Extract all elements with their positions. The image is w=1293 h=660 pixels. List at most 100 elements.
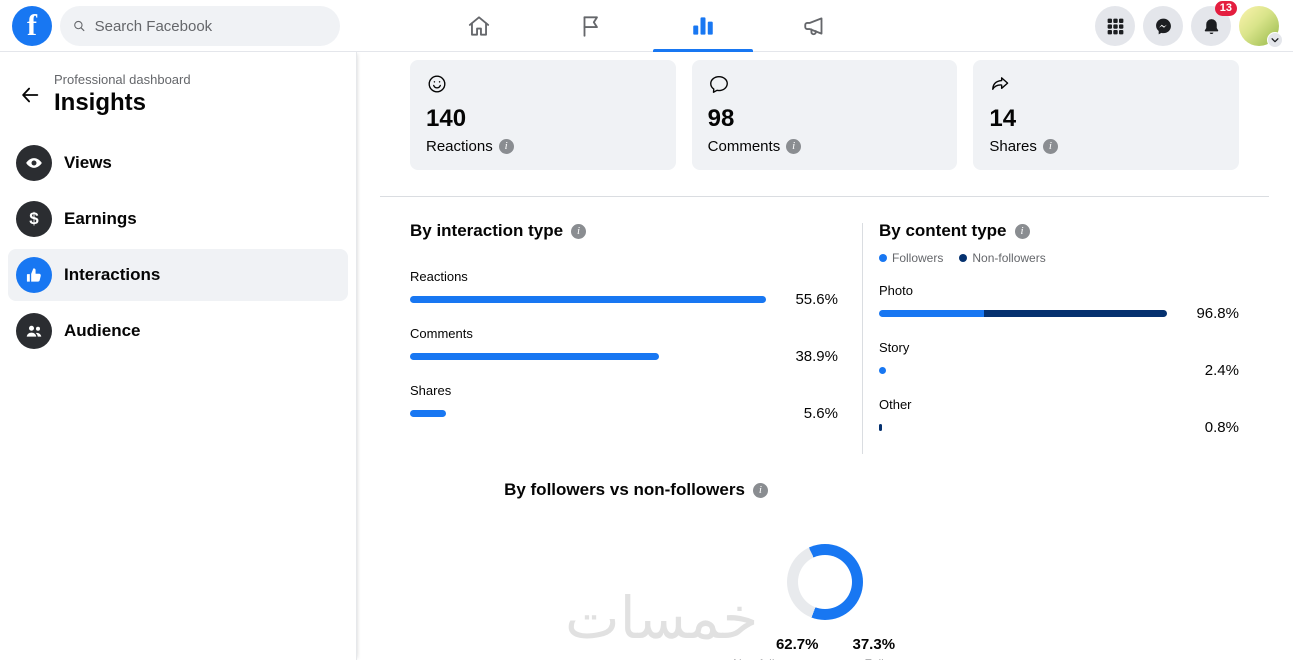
search-bar[interactable] xyxy=(60,6,340,46)
stat-value: 14 xyxy=(989,105,1017,132)
interaction-type-section: By interaction type Reactions 55.6% Comm… xyxy=(410,221,862,454)
notifications-button[interactable]: 13 xyxy=(1191,1,1237,46)
section-divider xyxy=(380,196,1269,197)
stacked-bar xyxy=(879,367,1167,374)
content-type-legend: Followers Non-followers xyxy=(879,251,1239,265)
followers-stat: 37.3% Followers xyxy=(853,636,916,660)
bar-fill xyxy=(410,296,766,303)
bar-value: 2.4% xyxy=(1204,362,1239,379)
bar-row-comments: Comments 38.9% xyxy=(410,326,838,365)
tab-insights[interactable] xyxy=(647,0,759,52)
bell-icon xyxy=(1204,18,1218,34)
split-value: 62.7% xyxy=(775,636,819,653)
main-content: 140 Reactions 98 Comments 14 Shares xyxy=(357,52,1293,660)
thumbs-up-icon xyxy=(16,257,52,293)
section-title: By interaction type xyxy=(410,221,564,240)
bar-row-story: Story 2.4% xyxy=(879,340,1239,379)
notification-badge: 13 xyxy=(1214,1,1237,16)
sidebar-item-label: Views xyxy=(64,153,112,172)
info-icon[interactable] xyxy=(571,223,587,239)
column-divider xyxy=(862,223,863,454)
dollar-icon: $ xyxy=(16,201,52,237)
info-icon[interactable] xyxy=(1014,223,1030,239)
stat-label: Reactions xyxy=(426,138,493,155)
bar-label: Story xyxy=(879,340,910,355)
followers-donut-chart xyxy=(786,544,863,620)
bar-row-reactions: Reactions 55.6% xyxy=(410,269,838,308)
bar-chart-icon xyxy=(692,17,713,35)
bar-row-photo: Photo 96.8% xyxy=(879,283,1239,322)
split-label: Non-followers xyxy=(733,657,806,660)
tab-pages[interactable] xyxy=(535,0,647,52)
search-icon xyxy=(74,20,85,32)
section-title: By content type xyxy=(879,221,1007,240)
bar-label: Comments xyxy=(410,326,473,341)
legend-label: Non-followers xyxy=(972,251,1046,265)
stat-value: 98 xyxy=(707,105,735,132)
stat-card-reactions: 140 Reactions xyxy=(410,60,676,170)
home-icon xyxy=(468,16,489,36)
arrow-left-icon xyxy=(22,87,39,102)
bar-value: 5.6% xyxy=(803,405,838,422)
sidebar-item-interactions[interactable]: Interactions xyxy=(8,249,348,301)
apps-menu-button[interactable] xyxy=(1095,6,1135,46)
apps-grid-icon xyxy=(1107,18,1123,34)
bar-row-other: Other 0.8% xyxy=(879,397,1239,436)
megaphone-icon xyxy=(803,17,822,36)
sidebar: Professional dashboard Insights Views $ … xyxy=(0,52,357,660)
stat-card-shares: 14 Shares xyxy=(973,60,1240,170)
stat-label: Shares xyxy=(989,138,1037,155)
messenger-icon xyxy=(1155,18,1171,34)
bar-fill xyxy=(410,410,446,417)
split-label: Followers xyxy=(865,657,916,660)
info-icon[interactable] xyxy=(1042,139,1058,154)
stats-row: 140 Reactions 98 Comments 14 Shares xyxy=(410,60,1240,170)
people-icon xyxy=(16,313,52,349)
non-followers-dot xyxy=(959,254,968,262)
sidebar-item-views[interactable]: Views xyxy=(8,137,348,189)
topbar: f xyxy=(0,0,1293,52)
bar-label: Photo xyxy=(879,283,913,298)
topbar-tabs xyxy=(423,0,871,52)
tab-home[interactable] xyxy=(423,0,535,52)
sidebar-nav: Views $ Earnings Interactions xyxy=(0,127,356,371)
messenger-button[interactable] xyxy=(1143,6,1183,46)
followers-split-section: By followers vs non-followers 62.7% Non-… xyxy=(410,480,1239,660)
split-value: 37.3% xyxy=(852,636,896,653)
search-input[interactable] xyxy=(94,17,328,35)
bar-label: Other xyxy=(879,397,912,412)
legend-label: Followers xyxy=(892,251,944,265)
followers-dot xyxy=(879,254,887,262)
bar-fill xyxy=(410,353,660,360)
bar-value: 38.9% xyxy=(795,348,838,365)
bar-label: Shares xyxy=(410,383,452,398)
stat-label: Comments xyxy=(707,138,781,155)
bar-row-shares: Shares 5.6% xyxy=(410,383,838,422)
tab-ads[interactable] xyxy=(759,0,871,52)
sidebar-item-label: Audience xyxy=(64,321,141,340)
reaction-icon xyxy=(428,75,446,93)
section-title: By followers vs non-followers xyxy=(504,480,745,499)
sidebar-item-earnings[interactable]: $ Earnings xyxy=(8,193,348,245)
page-title: Insights xyxy=(54,89,147,116)
stat-value: 140 xyxy=(426,105,467,132)
sidebar-item-label: Interactions xyxy=(64,265,161,284)
sidebar-item-audience[interactable]: Audience xyxy=(8,305,348,357)
non-followers-stat: 62.7% Non-followers xyxy=(733,636,818,660)
back-button[interactable] xyxy=(12,77,48,113)
bar-value: 96.8% xyxy=(1196,305,1239,322)
info-icon[interactable] xyxy=(786,139,802,154)
chevron-down-icon xyxy=(1267,32,1283,48)
profile-avatar[interactable] xyxy=(1239,6,1283,48)
content-type-section: By content type Followers Non-followers … xyxy=(863,221,1239,454)
info-icon[interactable] xyxy=(498,139,514,154)
info-icon[interactable] xyxy=(752,482,768,498)
share-icon xyxy=(992,77,1009,90)
sidebar-item-label: Earnings xyxy=(64,209,137,228)
comment-icon xyxy=(709,75,728,93)
facebook-logo[interactable]: f xyxy=(12,6,52,46)
stat-card-comments: 98 Comments xyxy=(691,60,958,170)
sidebar-eyebrow: Professional dashboard xyxy=(54,72,191,87)
stacked-bar xyxy=(879,310,1167,317)
bar-label: Reactions xyxy=(410,269,468,284)
